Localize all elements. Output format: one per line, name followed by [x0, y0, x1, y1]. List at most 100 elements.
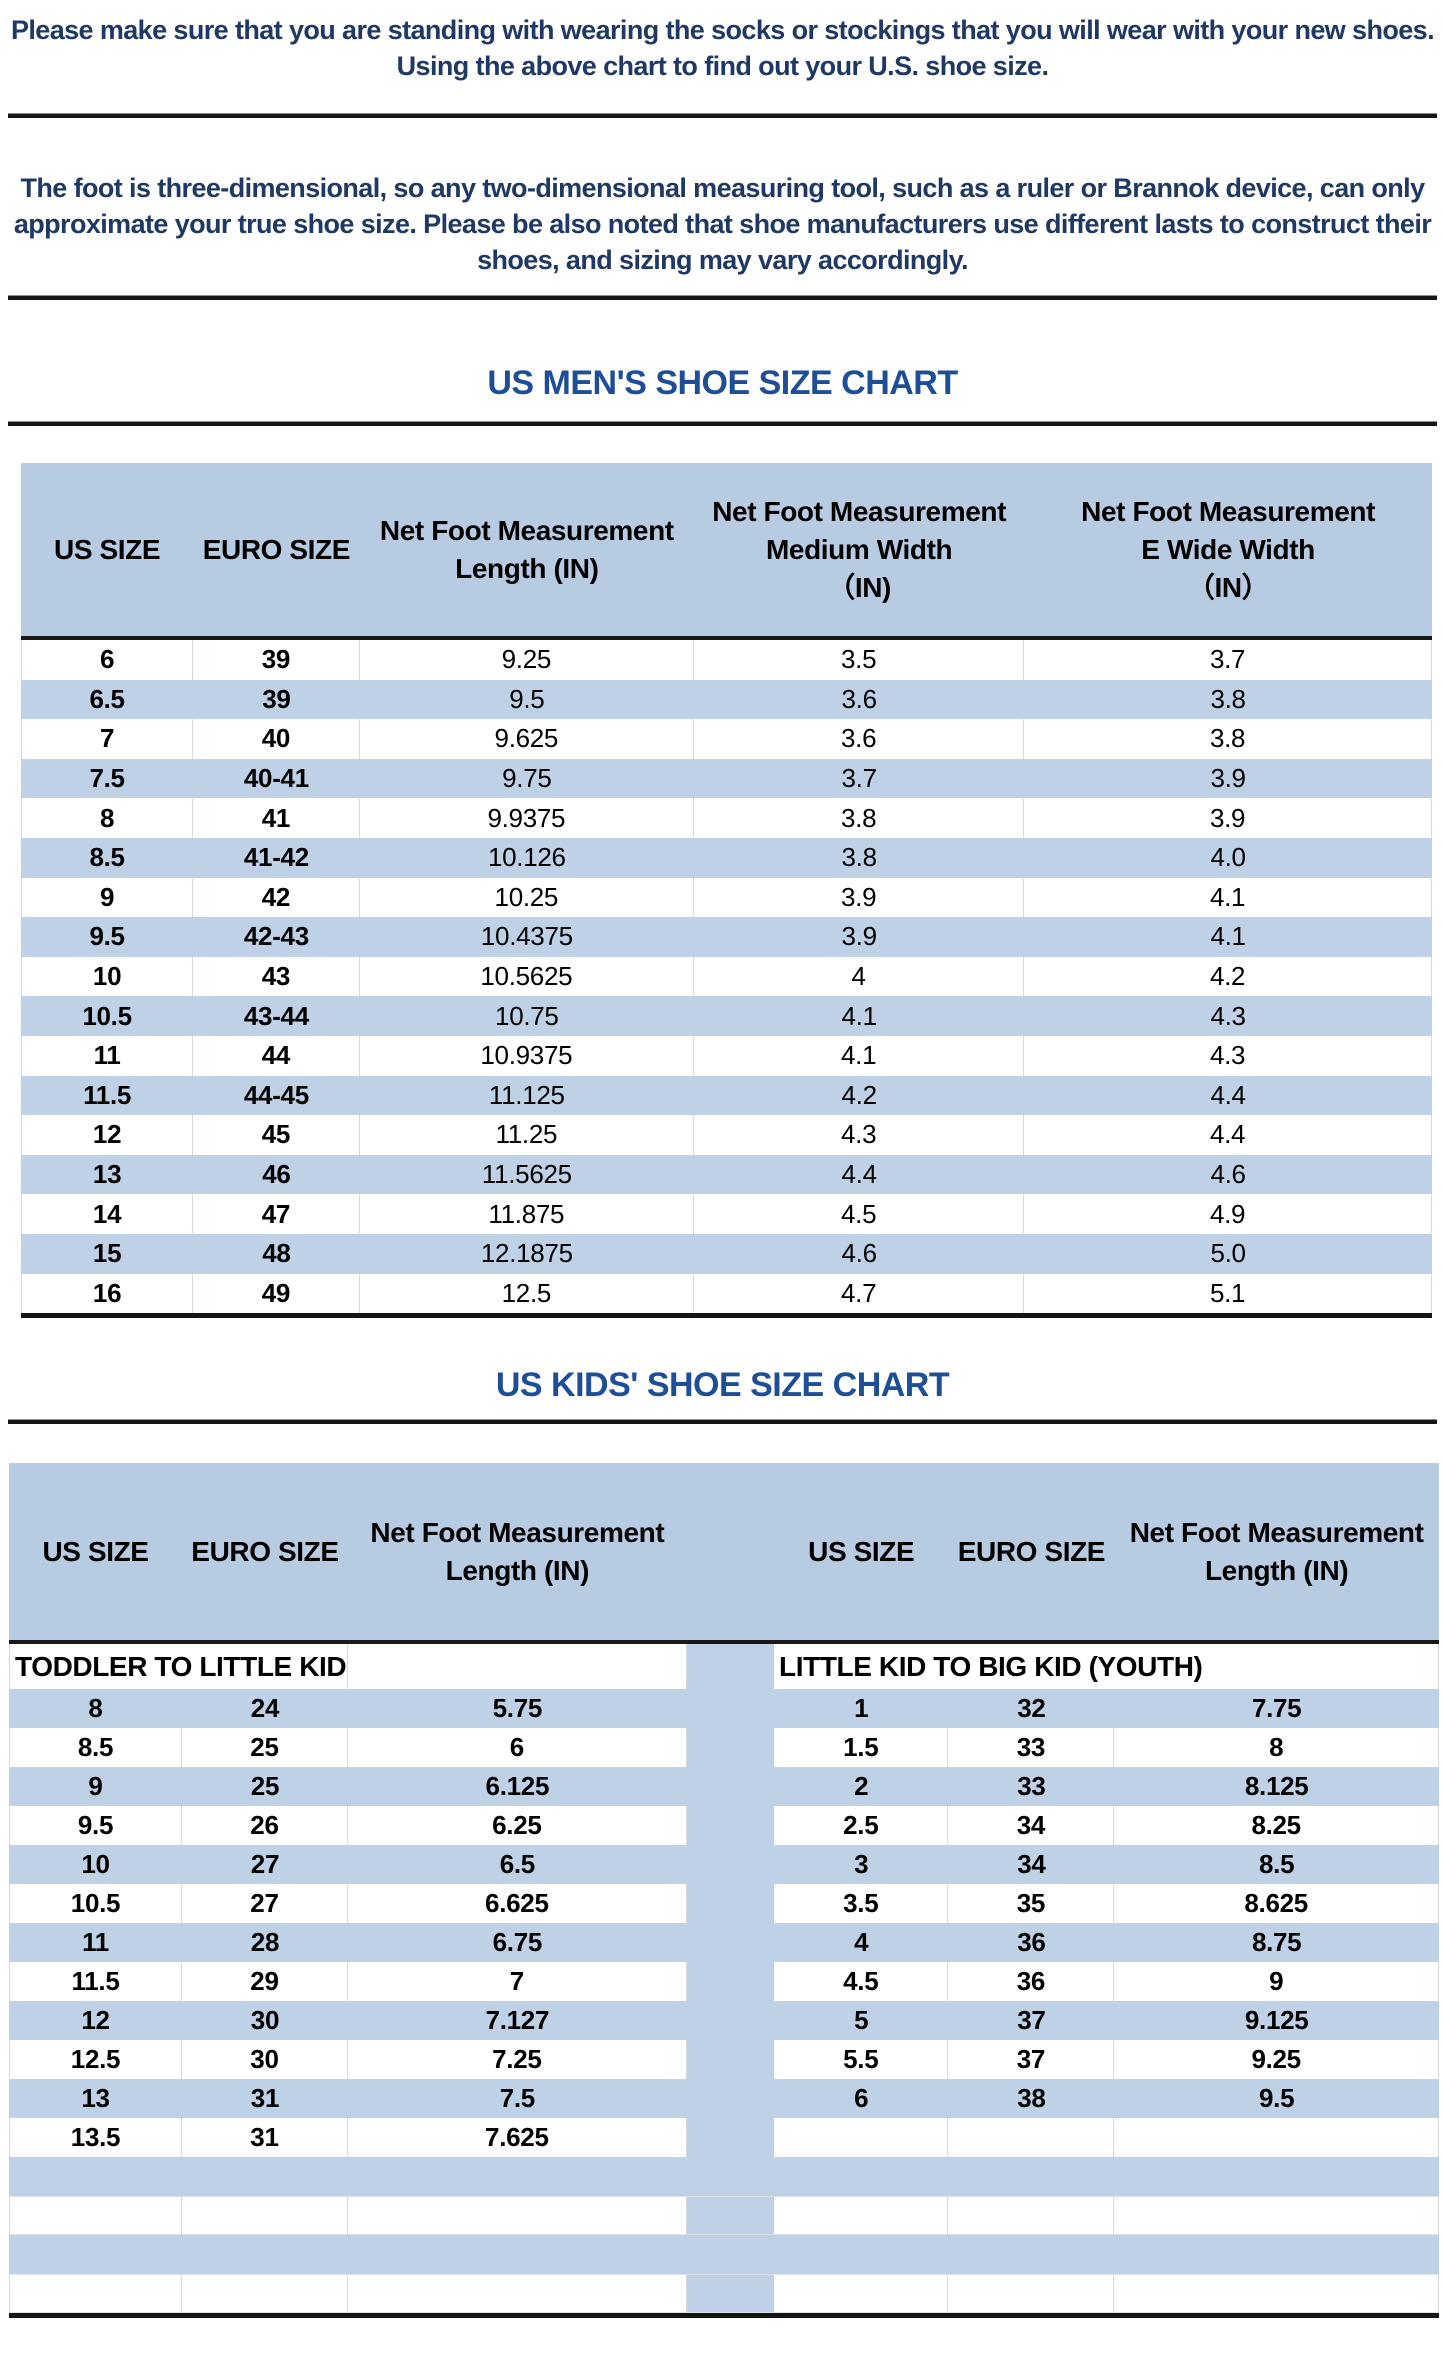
kids-table-cell: 33	[948, 1728, 1115, 1768]
mens-table-cell: 11.125	[488, 1079, 565, 1110]
kids-table-cell: 33	[1017, 1771, 1046, 1802]
kids-table-cell: 7.5	[499, 2083, 536, 2114]
kids-table-cell: 30	[250, 2005, 280, 2036]
mens-table-cell: 8	[21, 798, 194, 838]
kids-chart-title: US KIDS' SHOE SIZE CHART	[495, 1366, 950, 1405]
mens-table-cell: 8.5	[89, 842, 125, 873]
kids-table-cell: 7.75	[1251, 1693, 1302, 1724]
mens-table-cell: 3.8	[1210, 683, 1246, 714]
kids-table-cell: 12	[81, 2005, 110, 2036]
kids-table-cell: 12.5	[9, 2040, 183, 2080]
mens-table-cell: 4.1	[1024, 877, 1432, 918]
kids-table-cell: 6	[854, 2083, 869, 2114]
mens-header-euro-size: EURO SIZE	[202, 533, 351, 565]
mens-table-cell: 4.3	[694, 1115, 1025, 1155]
kids-table-cell: 13.5	[9, 2118, 183, 2158]
kids-table-cell: 28	[250, 1927, 280, 1958]
mens-table-cell: 40	[193, 719, 360, 759]
mens-table-cell: 14	[21, 1194, 194, 1234]
divider	[8, 295, 1437, 300]
mens-table-cell: 3.8	[694, 798, 1025, 838]
mens-table-cell: 12.5	[359, 1273, 695, 1314]
kids-table-cell	[9, 2196, 183, 2236]
kids-table-cell: 9.5	[9, 1806, 183, 1846]
kids-table-row: 11 28 6.75 4 36 8.75	[9, 1923, 1439, 1963]
mens-table-body: 6 39 9.25 3.5 3.7 6.5 39 9.5 3.6 3.8 7 40 9.625 3.6 3.…	[21, 640, 1432, 1314]
kids-table-cell: 13	[81, 2083, 110, 2114]
kids-table-cell	[1114, 2274, 1439, 2314]
mens-table-cell: 3.9	[694, 877, 1025, 918]
kids-table-cell: 8.125	[1244, 1771, 1309, 1802]
kids-table-cell	[347, 2274, 687, 2314]
kids-table-cell: 5.75	[492, 1693, 543, 1724]
kids-table-row: 12.5 30 7.25 5.5 37 9.25	[9, 2040, 1439, 2080]
mens-table-cell: 4.9	[1024, 1194, 1432, 1234]
kids-header-euro-size-left: EURO SIZE	[191, 1535, 339, 1567]
kids-table-cell: 31	[250, 2083, 280, 2114]
mens-table-cell: 4.3	[1210, 1000, 1246, 1031]
kids-table-cell: 34	[948, 1806, 1115, 1846]
mens-table-row: 16 49 12.5 4.7 5.1	[21, 1273, 1432, 1314]
kids-table-cell: 2	[854, 1771, 869, 1802]
kids-table-cell: 1	[854, 1693, 869, 1724]
mens-header-length: Net Foot Measurement Length (IN)	[379, 514, 674, 584]
kids-table-cell: 5	[854, 2005, 869, 2036]
kids-table-cell: 1.5	[774, 1728, 949, 1768]
kids-table-spacer	[686, 1845, 775, 1885]
mens-table-cell: 3.7	[1024, 640, 1432, 680]
mens-table-cell: 3.9	[841, 921, 877, 952]
mens-table-row: 9 42 10.25 3.9 4.1	[21, 877, 1432, 918]
mens-header-us-size: US SIZE	[54, 533, 161, 565]
mens-table-row: 15 48 12.1875 4.6 5.0	[21, 1233, 1432, 1274]
mens-table-cell: 9.5	[89, 921, 125, 952]
kids-table-cell: 36	[948, 1962, 1115, 2002]
kids-table-cell	[774, 2196, 949, 2236]
kids-table-cell: 31	[182, 2118, 348, 2158]
kids-table-cell: 4.5	[774, 1962, 949, 2002]
kids-table-header-row: US SIZE EURO SIZE Net Foot Measurement L…	[9, 1463, 1439, 1645]
kids-table-cell: 30	[182, 2040, 348, 2080]
kids-table-cell: 29	[182, 1962, 348, 2002]
kids-table-cell: 25	[250, 1771, 280, 1802]
intro-paragraph-2-line-3: shoes, and sizing may vary accordingly.	[477, 245, 968, 275]
kids-header-us-size-left: US SIZE	[42, 1535, 149, 1567]
intro-paragraph-1-line-2: Using the above chart to find out your U…	[396, 51, 1049, 81]
mens-table-cell: 4.4	[1210, 1079, 1246, 1110]
kids-table-cell: 7.127	[485, 2005, 550, 2036]
kids-table-cell	[182, 2196, 348, 2236]
kids-table-spacer	[686, 1962, 775, 2002]
kids-table-spacer	[686, 1767, 775, 1807]
kids-table-cell: 37	[1017, 2005, 1046, 2036]
mens-table-cell: 4.3	[1024, 1035, 1432, 1076]
kids-size-table: US SIZE EURO SIZE Net Foot Measurement L…	[9, 1463, 1439, 2319]
kids-table-cell: 6	[347, 1728, 687, 1768]
kids-header-length-right: Net Foot Measurement Length (IN)	[1129, 1516, 1424, 1586]
mens-table-cell: 7.5	[89, 763, 125, 794]
mens-table-cell: 3.6	[841, 683, 877, 714]
mens-table-cell: 6	[21, 640, 194, 680]
mens-table-cell: 47	[193, 1194, 360, 1234]
kids-table-row: 13 31 7.5 6 38 9.5	[9, 2079, 1439, 2119]
kids-table-cell: 6.25	[347, 1806, 687, 1846]
intro-paragraph-2: The foot is three-dimensional, so any tw…	[0, 170, 1445, 278]
kids-table-cell: 6.625	[347, 1884, 687, 1924]
kids-table-cell: 27	[182, 1884, 348, 1924]
kids-header-euro-size-right: EURO SIZE	[957, 1535, 1106, 1567]
mens-table-cell: 7	[21, 719, 194, 759]
intro-paragraph-2-line-1: The foot is three-dimensional, so any tw…	[20, 173, 1425, 203]
mens-table-cell: 9.25	[359, 640, 695, 680]
kids-table-cell: 9	[88, 1771, 103, 1802]
kids-table-spacer	[686, 2274, 775, 2314]
kids-table-cell: 8.5	[1259, 1849, 1295, 1880]
mens-table-cell: 39	[262, 683, 291, 714]
kids-table-cell: 35	[948, 1884, 1115, 1924]
kids-table-cell: 37	[948, 2040, 1115, 2080]
kids-table-cell: 24	[250, 1693, 280, 1724]
mens-table-cell: 9	[21, 877, 194, 918]
mens-table-cell: 41	[193, 798, 360, 838]
kids-table-row: 8 24 5.75 1 32 7.75	[9, 1689, 1439, 1729]
mens-table-row: 9.5 42-43 10.4375 3.9 4.1	[21, 917, 1432, 957]
kids-table-cell: 27	[250, 1849, 280, 1880]
mens-table-cell: 10.4375	[480, 921, 573, 952]
kids-table-cell: 8	[88, 1693, 103, 1724]
